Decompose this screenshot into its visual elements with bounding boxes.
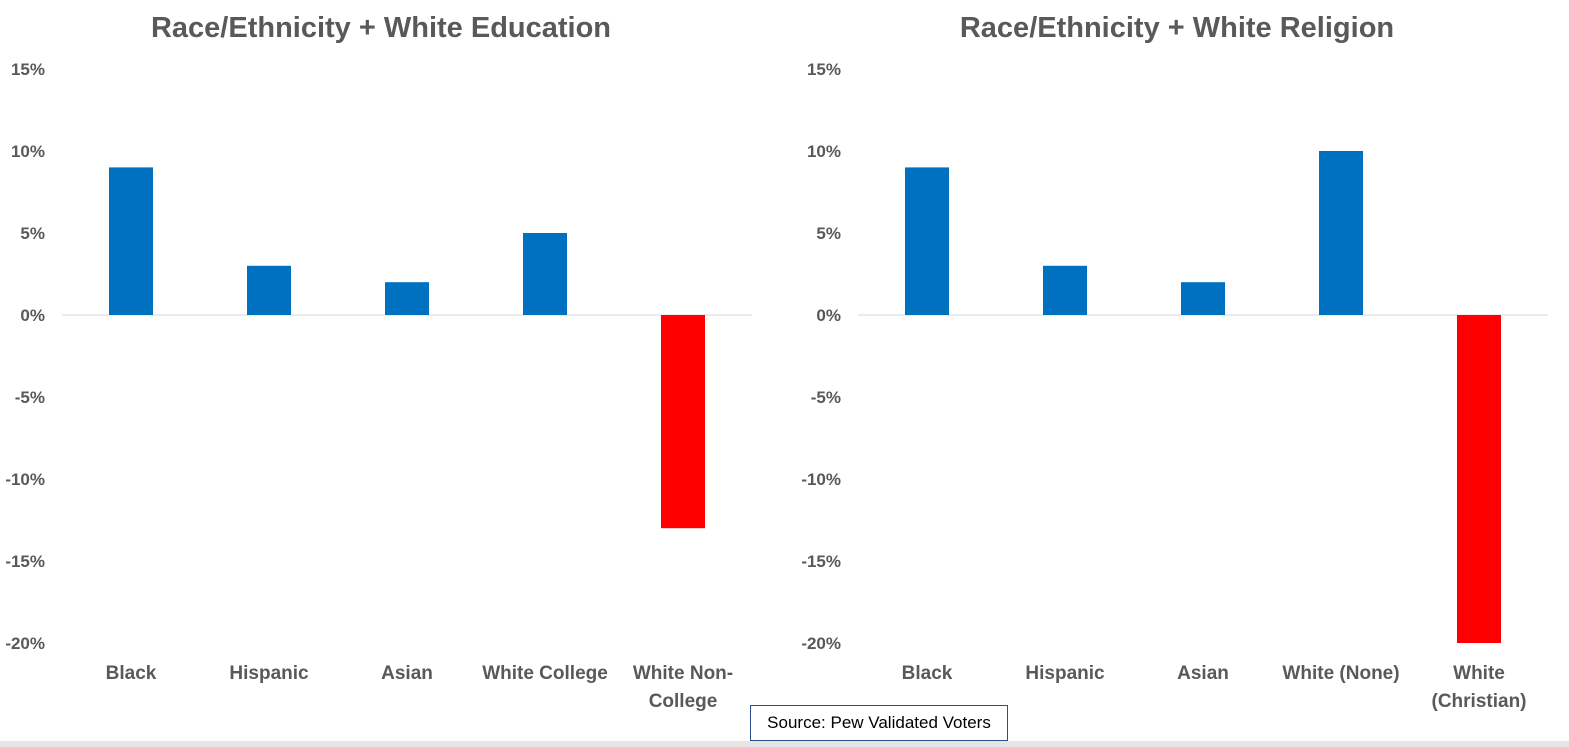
- y-tick-label: 10%: [807, 142, 841, 161]
- y-tick-label: 0%: [20, 306, 45, 325]
- y-tick-label: 15%: [807, 60, 841, 79]
- bar-hispanic: [247, 265, 291, 315]
- chart-title: Race/Ethnicity + White Religion: [960, 12, 1394, 44]
- y-tick-label: 5%: [20, 224, 45, 243]
- y-tick-label: 10%: [11, 142, 45, 161]
- bar-white-christian: [1457, 315, 1501, 643]
- window-bottom-edge: [0, 741, 1569, 747]
- religion-chart: Race/Ethnicity + White Religion 15% 10% 5% 0…: [801, 12, 1548, 712]
- category-label: Asian: [1177, 663, 1229, 684]
- category-label: Black: [106, 663, 157, 684]
- bar-white-college: [523, 233, 567, 315]
- category-label: White Non-: [633, 663, 733, 684]
- source-note: Source: Pew Validated Voters: [750, 705, 1008, 741]
- category-label: Hispanic: [1025, 663, 1105, 684]
- bar-black: [109, 167, 153, 315]
- y-tick-label: 0%: [816, 306, 841, 325]
- y-tick-label: -20%: [801, 634, 841, 653]
- y-tick-label: -20%: [5, 634, 45, 653]
- category-label: Asian: [381, 663, 433, 684]
- y-tick-label: -10%: [5, 470, 45, 489]
- bar-asian: [1181, 282, 1225, 315]
- category-label: Hispanic: [229, 663, 309, 684]
- y-tick-label: -5%: [15, 388, 45, 407]
- bar-black: [905, 167, 949, 315]
- category-label: (Christian): [1432, 691, 1527, 712]
- category-label: White College: [482, 663, 608, 684]
- y-tick-label: -10%: [801, 470, 841, 489]
- y-tick-label: -15%: [5, 552, 45, 571]
- chart-title: Race/Ethnicity + White Education: [151, 12, 611, 44]
- category-label: White: [1453, 663, 1505, 684]
- y-tick-label: -5%: [811, 388, 841, 407]
- category-label: Black: [902, 663, 953, 684]
- y-tick-label: 5%: [816, 224, 841, 243]
- bar-white-non-college: [661, 315, 705, 529]
- bar-hispanic: [1043, 265, 1087, 315]
- bar-asian: [385, 282, 429, 315]
- bar-white-none: [1319, 151, 1363, 315]
- category-label: White (None): [1282, 663, 1399, 684]
- education-chart: Race/Ethnicity + White Education 15% 10% 5%…: [5, 12, 752, 712]
- category-label: College: [649, 691, 718, 712]
- y-tick-label: 15%: [11, 60, 45, 79]
- y-tick-label: -15%: [801, 552, 841, 571]
